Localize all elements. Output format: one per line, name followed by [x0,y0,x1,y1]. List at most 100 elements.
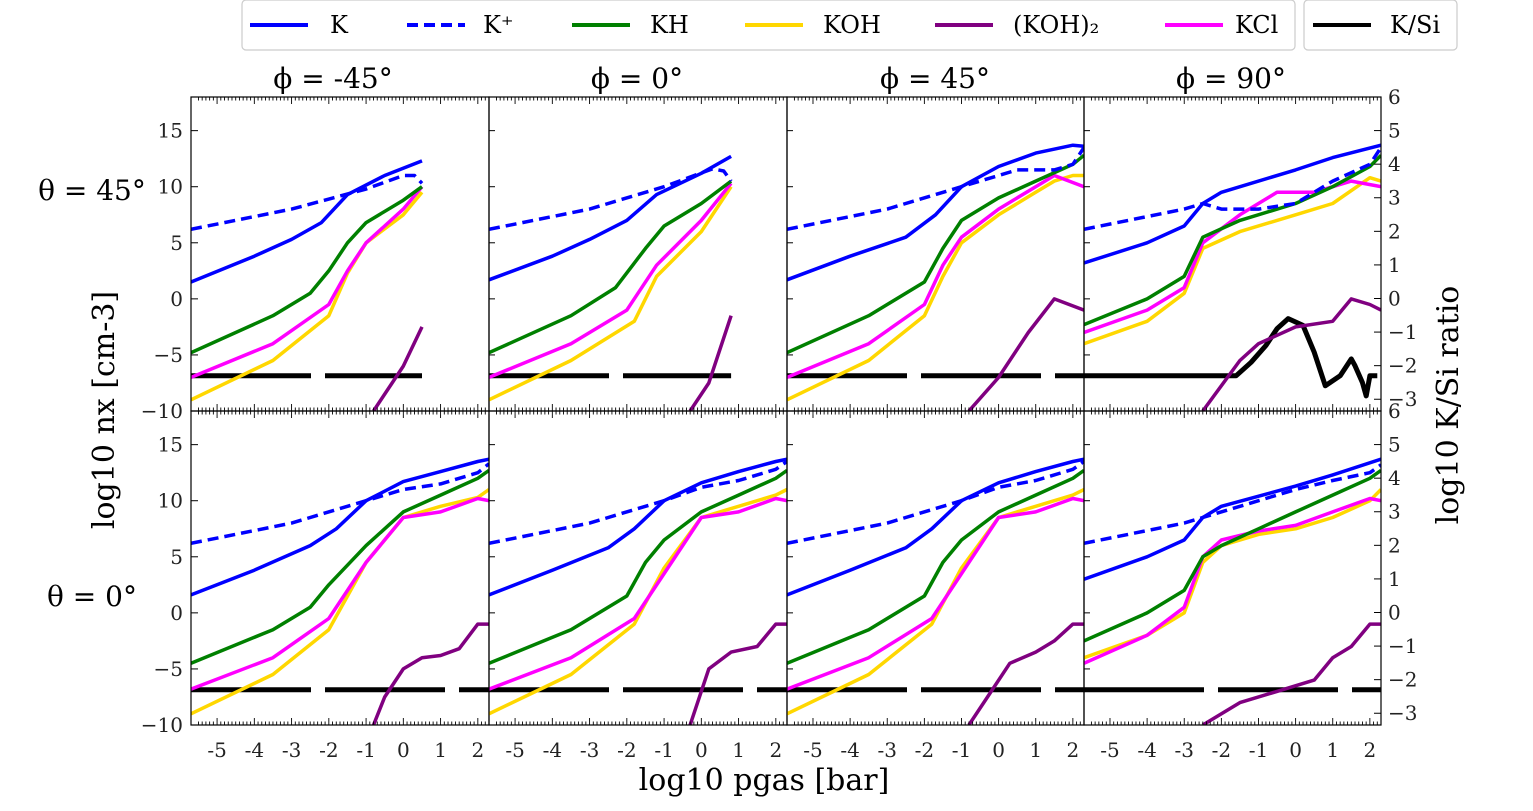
x-tick-label: -1 [952,738,971,762]
legend-label: K⁺ [483,11,514,39]
series-line-kh [191,468,489,665]
x-tick-label: -1 [654,738,673,762]
x-tick-label: 0 [992,738,1005,762]
x-tick-label: 1 [1326,738,1339,762]
y-tick-label: −10 [141,399,183,423]
series-line-k [1084,146,1381,232]
panel-lines [191,457,489,725]
x-tick-label: 2 [1066,738,1079,762]
y-tick-label-right: 6 [1388,85,1401,109]
series-line-kh [489,179,733,355]
series-line-koh2 [1201,297,1381,411]
x-tick-label: 1 [1029,738,1042,762]
series-line-koh2 [1201,622,1381,725]
series-line-kcl [787,496,1084,691]
series-line-k [489,154,732,282]
series-line-k [191,462,489,546]
y-axis-label-right: log10 K/Si ratio [1431,286,1466,525]
series-line-kh [787,153,1084,355]
x-tick-label: -1 [1249,738,1268,762]
series-line-koh2 [688,622,787,725]
column-title: ϕ = 0° [591,62,683,95]
y-tick-label: 10 [158,175,183,199]
legend-frame-ksi [1303,0,1458,51]
x-tick-label: -4 [1137,738,1156,762]
x-tick-label: -3 [1174,738,1193,762]
panel-lines [787,457,1084,725]
x-tick-label: 2 [471,738,484,762]
series-line-kh [1084,468,1381,643]
series-line-k [191,457,489,597]
y-tick-label-right: 6 [1388,399,1401,423]
panel-frame [1083,410,1382,726]
y-tick-label: −5 [154,657,183,681]
y-tick-label: 0 [170,601,183,625]
series-line-ksi [1084,316,1378,399]
y-tick-label-right: 3 [1388,186,1401,210]
y-tick-label: 0 [170,287,183,311]
y-tick-label-right: −1 [1388,634,1417,658]
x-tick-label: -2 [617,738,636,762]
panel-frame [190,410,490,726]
y-tick-label: 5 [170,231,183,255]
panel: -5 -4 -3 -2 -1 0 1 2 [786,410,1085,762]
series-line-k [489,460,787,546]
panel-lines [489,154,733,411]
y-tick-label: 15 [158,433,183,457]
x-tick-label: 1 [732,738,745,762]
series-line-koh2 [688,315,733,411]
series-line-kcl [489,182,733,380]
series-line-koh2 [967,297,1084,411]
y-tick-label-right: 1 [1388,567,1401,591]
panel-frame [488,410,788,726]
y-axis-label-left: log10 nx [cm-3] [87,291,122,529]
legend-label: KOH [823,11,881,39]
x-tick-label: -4 [245,738,264,762]
x-tick-label: -5 [207,738,226,762]
panel-lines [1084,457,1381,725]
x-tick-label: -5 [1100,738,1119,762]
x-tick-label: -4 [543,738,562,762]
y-tick-label: 5 [170,545,183,569]
x-tick-label: 1 [434,738,447,762]
y-tick-label-right: 5 [1388,119,1401,143]
series-line-k [1084,143,1381,265]
x-tick-label: -2 [915,738,934,762]
panel-lines [489,457,787,725]
panel-frame [1083,96,1382,412]
series-line-kcl [191,496,489,691]
x-tick-label: -3 [877,738,896,762]
y-tick-label-right: −1 [1388,320,1417,344]
series-line-k [1084,463,1381,546]
y-tick-label: −10 [141,713,183,737]
column-title: ϕ = 90° [1176,62,1286,95]
series-line-k [489,457,787,597]
panel-lines [1084,143,1381,411]
series-line-koh [787,173,1084,402]
row-title: θ = 45° [38,174,146,207]
x-tick-label: 0 [397,738,410,762]
y-tick-label-right: −3 [1388,701,1417,725]
y-tick-label-right: 0 [1388,600,1401,624]
x-tick-label: 0 [695,738,708,762]
series-line-kh [489,468,787,665]
panel [488,96,788,412]
y-tick-label-right: 0 [1388,286,1401,310]
y-tick-label-right: −3 [1388,387,1417,411]
y-tick-label-right: −2 [1388,668,1417,692]
x-tick-label: 0 [1289,738,1302,762]
series-line-kh [1084,154,1381,327]
x-tick-label: -3 [282,738,301,762]
series-line-koh [1084,488,1381,660]
y-tick-label-right: 4 [1388,152,1401,176]
panel-lines [787,143,1084,411]
legend-label: (KOH)₂ [1013,11,1099,39]
y-tick-label-right: 3 [1388,500,1401,524]
x-tick-label: -5 [803,738,822,762]
y-tick-label-right: 4 [1388,466,1401,490]
series-line-k [787,460,1084,546]
series-line-kcl [489,496,787,691]
row-title: θ = 0° [47,580,137,613]
